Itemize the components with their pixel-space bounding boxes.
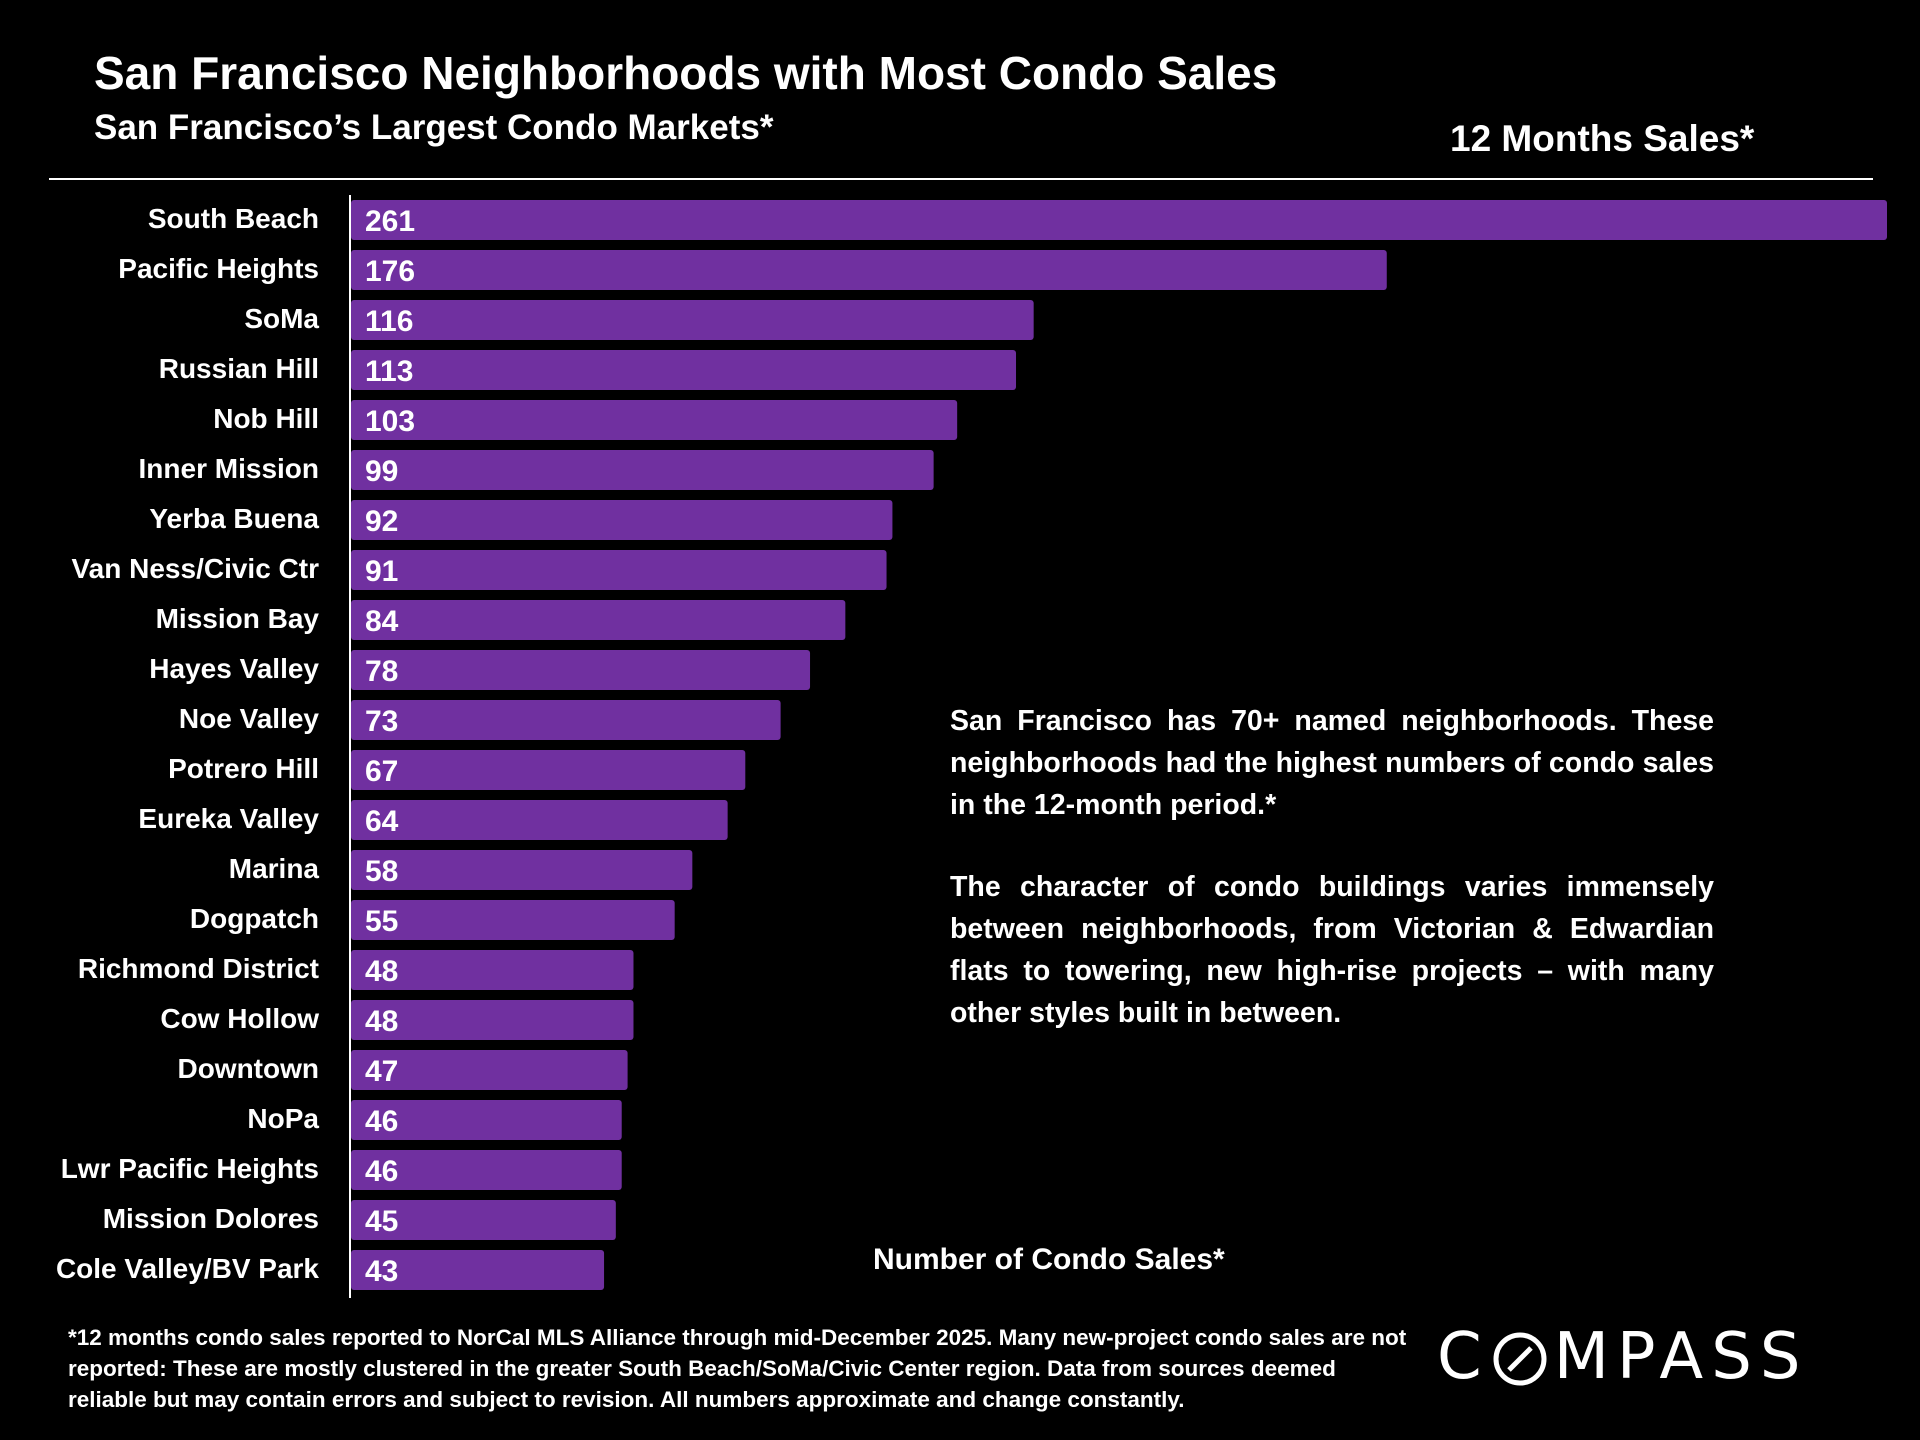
bar-value-label: 84 bbox=[365, 605, 399, 638]
bar-noe-valley bbox=[351, 700, 781, 740]
bar-pacific-heights bbox=[351, 250, 1387, 290]
category-label: NoPa bbox=[247, 1103, 319, 1134]
bar-value-label: 92 bbox=[365, 505, 398, 538]
bar-value-label: 67 bbox=[365, 755, 398, 788]
bar-yerba-buena bbox=[351, 500, 893, 540]
period-label: 12 Months Sales* bbox=[1450, 118, 1755, 159]
category-label: Inner Mission bbox=[139, 453, 319, 484]
category-label: Van Ness/Civic Ctr bbox=[72, 553, 320, 584]
category-label: Mission Bay bbox=[156, 603, 320, 634]
category-label: Eureka Valley bbox=[138, 803, 319, 834]
bar-value-label: 116 bbox=[365, 305, 413, 338]
category-label: Noe Valley bbox=[179, 703, 320, 734]
logo-text-after: MPASS bbox=[1553, 1320, 1809, 1394]
bar-van-ness-civic-ctr bbox=[351, 550, 887, 590]
bar-value-label: 73 bbox=[365, 705, 398, 738]
bar-eureka-valley bbox=[351, 800, 728, 840]
bar-value-label: 47 bbox=[365, 1055, 398, 1088]
category-label: Cole Valley/BV Park bbox=[56, 1253, 319, 1284]
bar-value-label: 113 bbox=[365, 355, 413, 388]
category-label: Russian Hill bbox=[159, 353, 319, 384]
bar-value-label: 176 bbox=[365, 255, 415, 288]
x-axis-label: Number of Condo Sales* bbox=[873, 1243, 1225, 1276]
bar-cole-valley-bv-park bbox=[351, 1250, 605, 1290]
bar-value-label: 43 bbox=[365, 1255, 398, 1288]
bar-lwr-pacific-heights bbox=[351, 1150, 622, 1190]
header-divider bbox=[49, 178, 1873, 180]
annotation-text: San Francisco has 70+ named neighborhood… bbox=[950, 700, 1714, 1074]
bar-mission-bay bbox=[351, 600, 846, 640]
bar-value-label: 46 bbox=[365, 1155, 398, 1188]
bar-value-label: 48 bbox=[365, 955, 398, 988]
compass-logo: C MPASS bbox=[1437, 1320, 1808, 1394]
category-label: Yerba Buena bbox=[149, 503, 319, 534]
category-label: Nob Hill bbox=[213, 403, 319, 434]
logo-o-icon bbox=[1492, 1329, 1548, 1386]
category-label: Marina bbox=[229, 853, 320, 884]
bar-downtown bbox=[351, 1050, 628, 1090]
bar-marina bbox=[351, 850, 693, 890]
bar-russian-hill bbox=[351, 350, 1017, 390]
bar-value-label: 91 bbox=[365, 555, 398, 588]
bar-cow-hollow bbox=[351, 1000, 634, 1040]
bar-potrero-hill bbox=[351, 750, 746, 790]
category-label: Lwr Pacific Heights bbox=[61, 1153, 319, 1184]
bar-richmond-district bbox=[351, 950, 634, 990]
annotation-paragraph-1: San Francisco has 70+ named neighborhood… bbox=[950, 705, 1714, 821]
bar-value-label: 58 bbox=[365, 855, 398, 888]
bar-value-label: 55 bbox=[365, 905, 398, 938]
category-label: Hayes Valley bbox=[149, 653, 319, 684]
bar-value-label: 78 bbox=[365, 655, 398, 688]
bar-value-label: 64 bbox=[365, 805, 399, 838]
category-label: Pacific Heights bbox=[118, 253, 319, 284]
bar-soma bbox=[351, 300, 1034, 340]
bar-dogpatch bbox=[351, 900, 675, 940]
bar-south-beach bbox=[351, 200, 1887, 240]
bar-value-label: 103 bbox=[365, 405, 415, 438]
bar-nob-hill bbox=[351, 400, 958, 440]
category-label: Mission Dolores bbox=[103, 1203, 319, 1234]
chart-subtitle: San Francisco’s Largest Condo Markets* bbox=[94, 108, 774, 147]
bar-value-label: 48 bbox=[365, 1005, 398, 1038]
category-label: SoMa bbox=[244, 303, 319, 334]
bar-mission-dolores bbox=[351, 1200, 616, 1240]
bar-value-label: 45 bbox=[365, 1205, 398, 1238]
category-label: Potrero Hill bbox=[168, 753, 319, 784]
category-label: Dogpatch bbox=[190, 903, 319, 934]
category-label: Cow Hollow bbox=[160, 1003, 319, 1034]
bar-value-label: 261 bbox=[365, 205, 415, 238]
footnote: *12 months condo sales reported to NorCa… bbox=[68, 1325, 1407, 1412]
category-label: Downtown bbox=[177, 1053, 319, 1084]
bar-inner-mission bbox=[351, 450, 934, 490]
category-label: South Beach bbox=[148, 203, 319, 234]
annotation-paragraph-2: The character of condo buildings varies … bbox=[950, 871, 1714, 1029]
bar-hayes-valley bbox=[351, 650, 811, 690]
bar-nopa bbox=[351, 1100, 622, 1140]
category-label: Richmond District bbox=[78, 953, 319, 984]
bar-value-label: 46 bbox=[365, 1105, 398, 1138]
logo-text-before: C bbox=[1437, 1320, 1490, 1394]
bar-value-label: 99 bbox=[365, 455, 398, 488]
chart-title: San Francisco Neighborhoods with Most Co… bbox=[94, 47, 1278, 99]
